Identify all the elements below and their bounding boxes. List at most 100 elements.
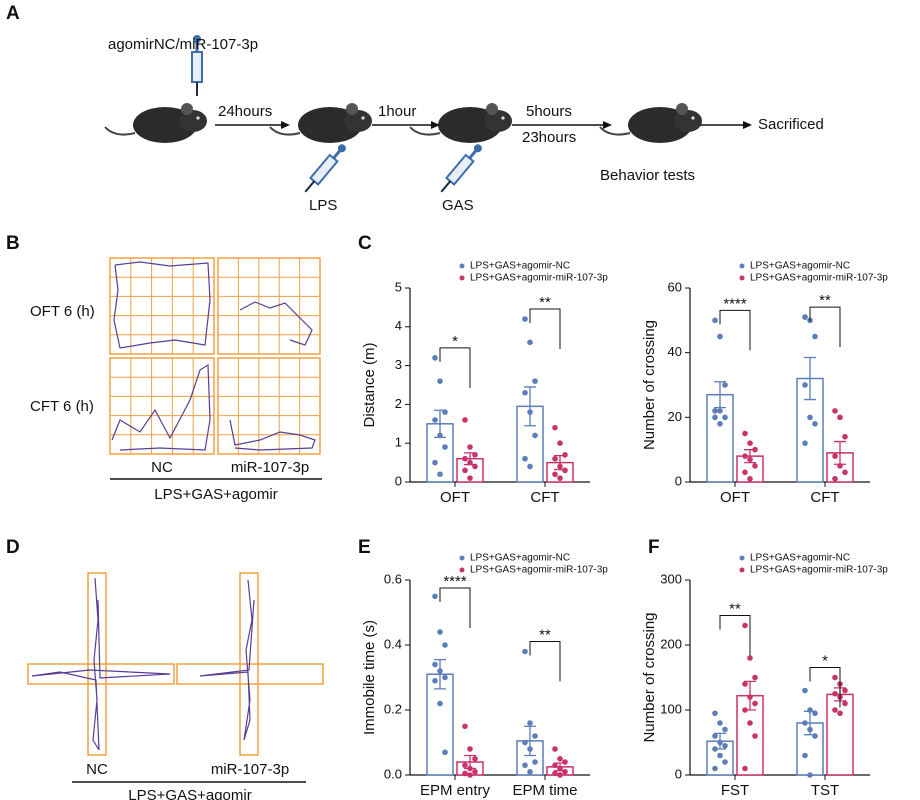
data-point: [432, 355, 438, 361]
data-point: [437, 471, 443, 478]
mouse-tail: [599, 126, 631, 136]
label: OFT 6 (h): [30, 303, 95, 320]
data-point: [837, 463, 843, 469]
data-point: [742, 430, 748, 437]
legend-dot: [459, 275, 465, 281]
mouse-head: [179, 110, 207, 132]
error-bar: [464, 754, 476, 770]
data-point: [832, 707, 838, 713]
data-point: [717, 408, 723, 414]
data-point: [752, 446, 758, 453]
data-point: [747, 440, 753, 447]
mouse-ear: [346, 103, 358, 115]
label: 0: [675, 473, 682, 488]
data-point: [742, 681, 748, 687]
label: 20: [668, 409, 682, 424]
data-point: [442, 749, 448, 756]
data-point: [712, 733, 718, 739]
data-point: [467, 475, 473, 481]
syringe-barrel: [191, 51, 203, 83]
label: E: [358, 537, 371, 558]
data-point: [742, 469, 748, 476]
data-point: [802, 440, 808, 447]
legend-dot: [739, 263, 745, 269]
data-point: [747, 456, 753, 463]
data-point: [557, 772, 563, 778]
data-point: [812, 421, 818, 427]
significance-bracket: [529, 641, 561, 682]
error-bar: [714, 732, 726, 750]
label: 1hour: [378, 103, 416, 120]
label: NC: [151, 459, 173, 476]
data-point: [472, 768, 478, 775]
legend-dot: [739, 567, 745, 573]
label: CFT: [530, 489, 559, 506]
data-point: [522, 316, 528, 322]
data-point: [467, 772, 473, 778]
label: 200: [660, 636, 682, 651]
mouse-ear: [486, 103, 498, 115]
label: GAS: [442, 197, 474, 214]
data-point: [837, 414, 843, 421]
label: C: [358, 233, 372, 254]
data-point: [442, 444, 448, 450]
data-point: [717, 752, 723, 759]
data-point: [842, 687, 848, 694]
data-point: [462, 467, 468, 474]
error-bar: [434, 409, 446, 439]
data-point: [552, 770, 558, 777]
data-point: [842, 700, 848, 707]
data-point: [552, 455, 558, 462]
data-point: [717, 720, 723, 726]
significance-bracket: [439, 347, 471, 388]
data-point: [747, 694, 753, 700]
arena: [217, 357, 321, 455]
mouse: [409, 103, 512, 143]
error-bar: [524, 386, 536, 427]
label: LPS+GAS+agomir-miR-107-3p: [470, 273, 608, 284]
data-point: [562, 759, 568, 765]
data-point: [712, 317, 718, 324]
data-point: [462, 762, 468, 769]
label: F: [648, 537, 660, 558]
mouse: [269, 103, 372, 143]
mouse-head: [484, 110, 512, 132]
label: LPS+GAS+agomir-NC: [470, 553, 570, 564]
label: LPS+GAS+agomir-miR-107-3p: [470, 565, 608, 576]
data-point: [722, 726, 728, 733]
label: agomirNC/miR-107-3p: [108, 36, 258, 53]
data-point: [832, 475, 838, 482]
label: **: [539, 626, 551, 643]
data-point: [527, 768, 533, 775]
data-point: [717, 739, 723, 746]
data-point: [802, 752, 808, 759]
data-point: [557, 475, 563, 481]
label: 4: [395, 318, 402, 333]
mouse-eye: [691, 116, 695, 120]
data-point: [752, 674, 758, 681]
mouse-eye: [196, 116, 200, 120]
mouse-ear: [181, 103, 193, 115]
data-point: [442, 674, 448, 681]
maze-arm: [27, 663, 175, 685]
mouse: [104, 103, 207, 143]
data-point: [532, 733, 538, 739]
data-point: [532, 759, 538, 765]
error-bar: [434, 658, 446, 690]
syringe-cap: [473, 144, 482, 153]
data-point: [712, 746, 718, 752]
data-point: [442, 642, 448, 648]
syringe-needle: [304, 180, 316, 193]
error-bar: [744, 680, 756, 711]
data-point: [552, 746, 558, 752]
error-bar: [804, 356, 816, 401]
mouse-eye: [361, 116, 365, 120]
data-point: [432, 417, 438, 423]
data-point: [432, 661, 438, 668]
syringe-needle: [440, 180, 452, 193]
label: *: [822, 652, 828, 669]
data-point: [432, 677, 438, 684]
label: 0.0: [384, 766, 402, 781]
data-point: [747, 720, 753, 726]
data-point: [467, 444, 473, 450]
